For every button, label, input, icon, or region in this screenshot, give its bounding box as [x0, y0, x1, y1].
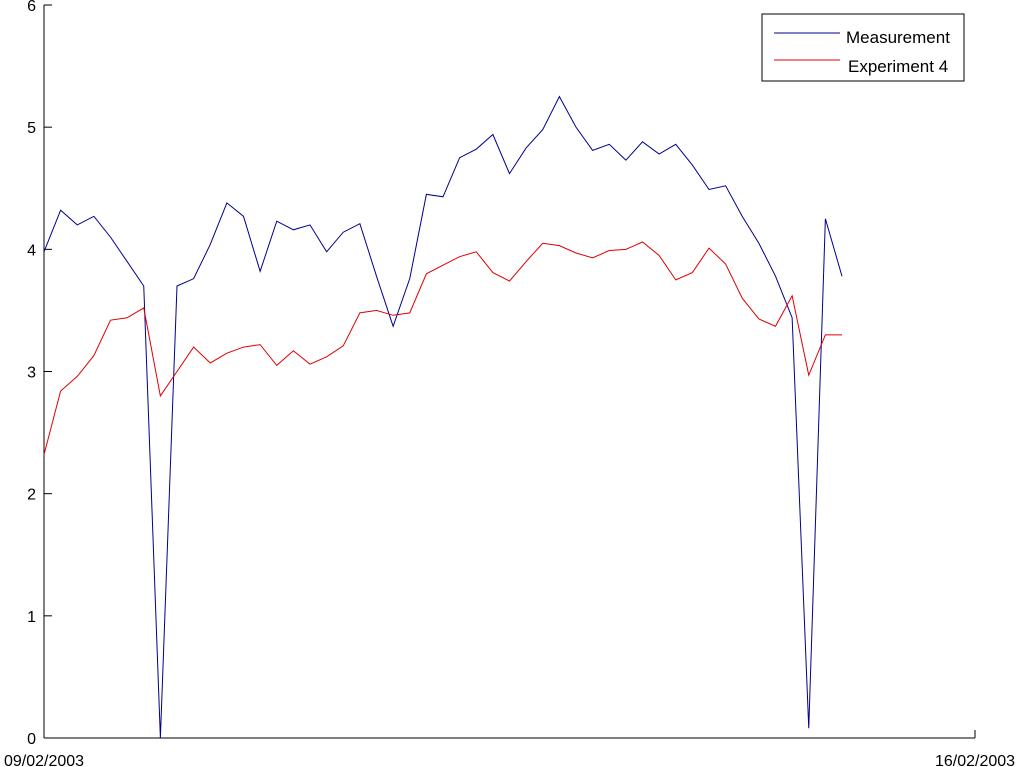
legend-box [761, 13, 965, 82]
y-tick-label: 1 [27, 609, 36, 626]
y-tick-label: 4 [27, 242, 36, 259]
y-ticks: 0 1 2 3 4 5 6 [27, 0, 52, 748]
y-tick-label: 3 [27, 365, 36, 382]
y-tick-label: 6 [27, 0, 36, 15]
legend: Measurement Experiment 4 [761, 13, 965, 82]
x-ticks: 09/02/2003 16/02/2003 [4, 730, 1015, 767]
x-tick-label: 09/02/2003 [4, 753, 84, 767]
y-tick-label: 2 [27, 487, 36, 504]
series-line-1 [43, 241, 842, 455]
y-tick-label: 0 [27, 731, 36, 748]
legend-label-experiment-4: Experiment 4 [848, 57, 948, 76]
series-line-0 [43, 95, 843, 739]
axes [43, 5, 975, 739]
x-tick-label: 16/02/2003 [935, 753, 1015, 767]
series-lines [43, 95, 843, 739]
legend-label-measurement: Measurement [846, 28, 950, 47]
y-tick-label: 5 [27, 120, 36, 137]
